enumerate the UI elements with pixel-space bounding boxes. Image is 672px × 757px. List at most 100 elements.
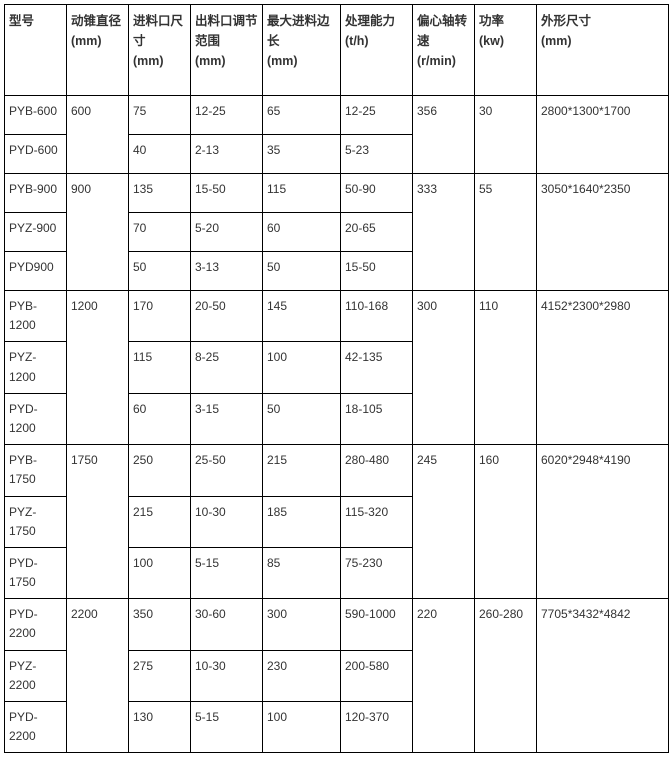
cell-o: 10-30	[191, 496, 263, 547]
cell-c: 120-370	[341, 702, 413, 753]
cell-s: 220	[413, 599, 475, 753]
cell-mf: 50	[263, 393, 341, 444]
cell-o: 8-25	[191, 342, 263, 393]
table-row: PYB-1200120017020-50145110-1683001104152…	[5, 291, 669, 342]
cell-f: 40	[129, 135, 191, 174]
cell-o: 3-13	[191, 252, 263, 291]
col-header-7: 功率(kw)	[475, 5, 537, 96]
col-header-5: 处理能力(t/h)	[341, 5, 413, 96]
cell-p: 160	[475, 445, 537, 599]
col-header-2: 进料口尺寸(mm)	[129, 5, 191, 96]
cell-c: 200-580	[341, 650, 413, 701]
cell-m: PYB-900	[5, 174, 67, 213]
cell-f: 350	[129, 599, 191, 650]
cell-m: PYD-2200	[5, 599, 67, 650]
cell-o: 30-60	[191, 599, 263, 650]
cell-o: 10-30	[191, 650, 263, 701]
cell-f: 50	[129, 252, 191, 291]
cell-m: PYD-1750	[5, 547, 67, 598]
col-header-0: 型号	[5, 5, 67, 96]
table-row: PYB-6006007512-256512-25356302800*1300*1…	[5, 96, 669, 135]
cell-f: 75	[129, 96, 191, 135]
table-body: PYB-6006007512-256512-25356302800*1300*1…	[5, 96, 669, 753]
cell-s: 333	[413, 174, 475, 291]
col-header-8: 外形尺寸(mm)	[537, 5, 669, 96]
cell-f: 130	[129, 702, 191, 753]
cell-m: PYD-600	[5, 135, 67, 174]
cell-o: 12-25	[191, 96, 263, 135]
cell-m: PYB-600	[5, 96, 67, 135]
cell-mf: 60	[263, 213, 341, 252]
cell-c: 18-105	[341, 393, 413, 444]
cell-f: 215	[129, 496, 191, 547]
cell-c: 20-65	[341, 213, 413, 252]
table-head: 型号动锥直径(mm)进料口尺寸(mm)出料口调节范围(mm)最大进料边长(mm)…	[5, 5, 669, 96]
cell-m: PYB-1200	[5, 291, 67, 342]
cell-m: PYD-1200	[5, 393, 67, 444]
cell-m: PYB-1750	[5, 445, 67, 496]
cell-o: 25-50	[191, 445, 263, 496]
cell-c: 12-25	[341, 96, 413, 135]
cell-c: 42-135	[341, 342, 413, 393]
col-header-4: 最大进料边长(mm)	[263, 5, 341, 96]
cell-mf: 100	[263, 342, 341, 393]
cell-c: 50-90	[341, 174, 413, 213]
cell-o: 5-15	[191, 547, 263, 598]
cell-o: 5-15	[191, 702, 263, 753]
cell-o: 5-20	[191, 213, 263, 252]
cell-mf: 85	[263, 547, 341, 598]
cell-m: PYD-2200	[5, 702, 67, 753]
cell-c: 115-320	[341, 496, 413, 547]
col-header-1: 动锥直径(mm)	[67, 5, 129, 96]
cell-f: 100	[129, 547, 191, 598]
cell-dim: 7705*3432*4842	[537, 599, 669, 753]
cell-s: 245	[413, 445, 475, 599]
cell-dim: 3050*1640*2350	[537, 174, 669, 291]
cell-d: 1750	[67, 445, 129, 599]
cell-mf: 115	[263, 174, 341, 213]
cell-f: 275	[129, 650, 191, 701]
cell-o: 3-15	[191, 393, 263, 444]
cell-o: 20-50	[191, 291, 263, 342]
cell-c: 280-480	[341, 445, 413, 496]
cell-c: 5-23	[341, 135, 413, 174]
col-header-3: 出料口调节范围(mm)	[191, 5, 263, 96]
cell-m: PYD900	[5, 252, 67, 291]
cell-m: PYZ-1750	[5, 496, 67, 547]
cell-mf: 35	[263, 135, 341, 174]
cell-p: 110	[475, 291, 537, 445]
cell-mf: 215	[263, 445, 341, 496]
table-row: PYB-1750175025025-50215280-4802451606020…	[5, 445, 669, 496]
table-row: PYB-90090013515-5011550-90333553050*1640…	[5, 174, 669, 213]
cell-o: 15-50	[191, 174, 263, 213]
cell-f: 170	[129, 291, 191, 342]
cell-mf: 65	[263, 96, 341, 135]
cell-f: 135	[129, 174, 191, 213]
cell-c: 590-1000	[341, 599, 413, 650]
cell-mf: 300	[263, 599, 341, 650]
cell-d: 1200	[67, 291, 129, 445]
cell-o: 2-13	[191, 135, 263, 174]
cell-m: PYZ-900	[5, 213, 67, 252]
cell-f: 250	[129, 445, 191, 496]
cell-mf: 230	[263, 650, 341, 701]
spec-table: 型号动锥直径(mm)进料口尺寸(mm)出料口调节范围(mm)最大进料边长(mm)…	[4, 4, 669, 753]
cell-p: 30	[475, 96, 537, 174]
table-row: PYD-2200220035030-60300590-1000220260-28…	[5, 599, 669, 650]
cell-m: PYZ-2200	[5, 650, 67, 701]
cell-d: 2200	[67, 599, 129, 753]
cell-c: 15-50	[341, 252, 413, 291]
cell-f: 70	[129, 213, 191, 252]
cell-s: 356	[413, 96, 475, 174]
cell-c: 110-168	[341, 291, 413, 342]
cell-mf: 100	[263, 702, 341, 753]
cell-p: 55	[475, 174, 537, 291]
cell-f: 115	[129, 342, 191, 393]
cell-p: 260-280	[475, 599, 537, 753]
cell-mf: 185	[263, 496, 341, 547]
cell-c: 75-230	[341, 547, 413, 598]
cell-mf: 50	[263, 252, 341, 291]
cell-f: 60	[129, 393, 191, 444]
cell-d: 600	[67, 96, 129, 174]
cell-mf: 145	[263, 291, 341, 342]
